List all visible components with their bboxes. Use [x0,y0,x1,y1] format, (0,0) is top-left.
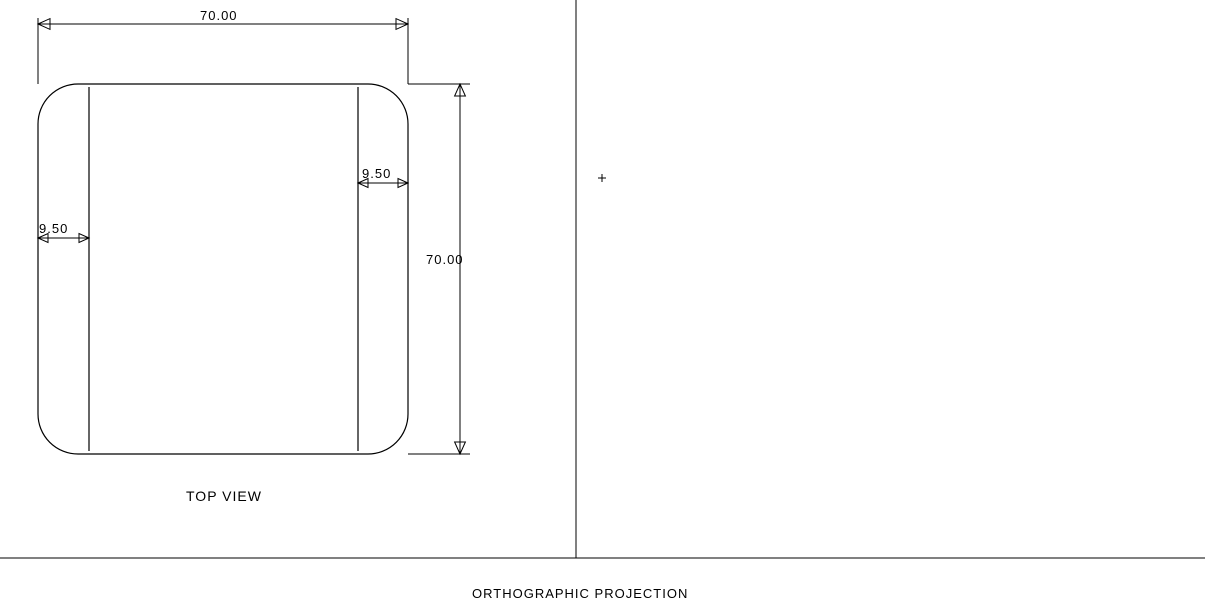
projection-title: ORTHOGRAPHIC PROJECTION [472,586,688,601]
dim-right-value: 70.00 [426,252,464,267]
view-label: TOP VIEW [186,488,262,504]
dim-inner-left-value: 9.50 [39,221,68,236]
engineering-drawing [0,0,1205,605]
dim-inner-right-value: 9.50 [362,166,391,181]
dim-top-value: 70.00 [200,8,238,23]
